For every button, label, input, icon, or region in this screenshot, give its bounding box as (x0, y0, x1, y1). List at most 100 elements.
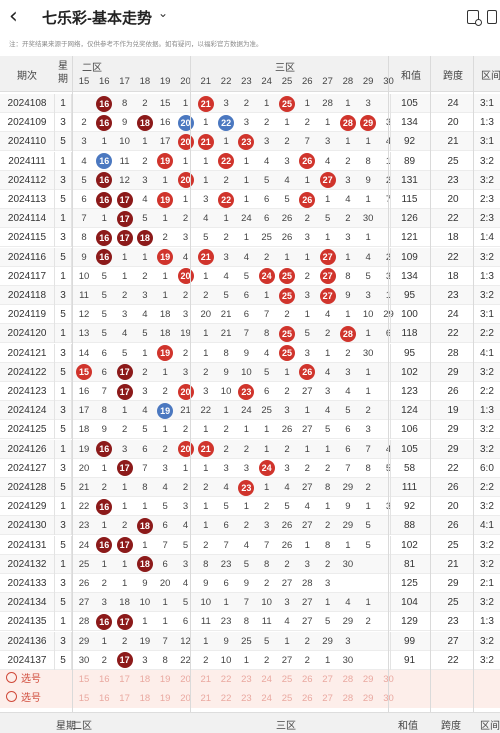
table-row[interactable]: 2024108 1 16 8 2 15 1 21 3 2 1 25 1 28 1 3 105 24 3:1 (0, 94, 500, 113)
select-number-24[interactable]: 24 (261, 674, 272, 685)
table-row[interactable]: 2024122 5 15 6 17 2 1 3 2 9 10 5 1 26 4 3 1 102 29 3:2 (0, 362, 500, 382)
table-row[interactable]: 2024123 1 16 7 17 3 2 20 3 10 23 6 2 27 3 4 1 123 26 2:2 (0, 382, 500, 401)
select-number-22[interactable]: 22 (220, 674, 232, 685)
miss-cell: 2 (365, 405, 371, 417)
ball-21: 21 (197, 441, 214, 458)
disclaimer-notice: 注：开奖结果来源于网络，仅供参考不作为兑奖依据。如有疑问，以福彩官方数据为准。 (9, 41, 263, 48)
select-number-21[interactable]: 21 (200, 693, 212, 704)
table-row[interactable]: 2024116591611194213421127142109223:2 (0, 247, 500, 267)
select-number-26[interactable]: 26 (302, 693, 313, 704)
back-arrow-icon[interactable]: ‹ (9, 4, 18, 29)
miss-cell: 6 (101, 366, 107, 378)
table-row[interactable]: 2024111141611219112214326428189253:2 (0, 151, 500, 171)
select-number-21[interactable]: 21 (200, 674, 212, 685)
miss-cell: 30 (342, 654, 354, 666)
table-row[interactable]: 2024129122161153151254191392203:2 (0, 497, 500, 517)
sum-cell: 123 (390, 382, 428, 401)
table-row[interactable]: 2024132 1 25 1 1 18 6 3 8 23 5 8 2 3 2 30 81 21 3:2 (0, 554, 500, 574)
table-row[interactable]: 20241273201177311332432278558226:0 (0, 458, 500, 478)
select-number-20[interactable]: 20 (180, 674, 191, 685)
table-row[interactable]: 20241135616174191322165261417115202:3 (0, 190, 500, 209)
ratio-cell: 3:2 (480, 501, 494, 513)
select-number-16[interactable]: 16 (99, 693, 110, 704)
week-cell: 1 (54, 266, 72, 286)
table-row[interactable]: 20241171105121201452425227853134181:3 (0, 266, 500, 286)
table-row[interactable]: 2024124 3 17 8 1 4 19 21 22 1 24 25 3 1 4 5 2 124 19 1:3 (0, 401, 500, 421)
ball-27: 27 (319, 287, 336, 304)
select-number-15[interactable]: 15 (78, 693, 90, 704)
span-cell: 25 (447, 155, 459, 167)
ball-17: 17 (116, 210, 133, 227)
page-title[interactable]: 七乐彩-基本走势 (42, 10, 152, 27)
select-number-label[interactable]: 选号 (6, 689, 41, 708)
miss-cell: 3 (182, 366, 189, 378)
span-cell: 20 (447, 117, 459, 129)
table-row[interactable]: 2024130 3 23 1 2 18 6 4 1 6 2 3 26 27 2 29 5 88 26 4:1 (0, 516, 500, 536)
chevron-down-icon[interactable]: ⌄ (158, 6, 169, 20)
select-number-23[interactable]: 23 (241, 674, 252, 685)
select-number-16[interactable]: 16 (99, 674, 110, 685)
table-row[interactable]: 2024112351612312012154127392131233:2 (0, 170, 500, 190)
ball-20: 20 (177, 441, 194, 458)
table-row[interactable]: 202412011354518191217825522816118222:2 (0, 324, 500, 344)
select-number-23[interactable]: 23 (241, 693, 252, 704)
select-number-25[interactable]: 25 (281, 693, 293, 704)
select-number-19[interactable]: 19 (159, 674, 171, 685)
table-row[interactable]: 2024137 5 30 2 17 3 8 22 2 10 1 2 27 2 1 30 91 22 3:2 (0, 650, 500, 670)
select-number-18[interactable]: 18 (139, 693, 151, 704)
miss-cell: 1 (243, 194, 250, 205)
table-row[interactable]: 2024136 3 29 1 2 19 7 12 1 9 25 5 1 2 29 3 99 27 3:2 (0, 631, 500, 651)
miss-cell: 5 (142, 328, 148, 340)
select-row[interactable]: 选号15161718192021222324252627282930 (0, 689, 500, 708)
select-number-29[interactable]: 29 (362, 693, 374, 704)
select-number-17[interactable]: 17 (119, 674, 130, 685)
select-number-27[interactable]: 27 (322, 693, 333, 704)
table-row[interactable]: 20241183115231225612532793195233:2 (0, 286, 500, 305)
sum-cell: 129 (390, 612, 428, 632)
select-number-19[interactable]: 19 (159, 693, 171, 704)
miss-cell: 4 (81, 155, 87, 167)
week-cell: 5 (54, 478, 72, 497)
table-row[interactable]: 2024109321691816201223212128293134201:3 (0, 113, 500, 133)
select-number-29[interactable]: 29 (362, 674, 374, 685)
miss-cell: 2 (142, 366, 148, 378)
sum-cell: 95 (390, 343, 428, 363)
miss-cell: 1 (243, 174, 250, 186)
ratio-cell: 3:2 (480, 174, 494, 186)
select-number-17[interactable]: 17 (119, 693, 130, 704)
miss-cell: 1 (324, 194, 331, 205)
miss-cell: 1 (223, 597, 229, 609)
select-number-28[interactable]: 28 (342, 693, 354, 704)
table-row[interactable]: 2024128 5 21 2 1 8 4 2 2 4 23 1 4 27 8 29 2 111 26 2:2 (0, 478, 500, 497)
select-number-15[interactable]: 15 (78, 674, 90, 685)
select-number-22[interactable]: 22 (220, 693, 232, 704)
miss-cell: 26 (281, 232, 293, 244)
select-row[interactable]: 选号15161718192021222324252627282930 (0, 670, 500, 689)
ball-17: 17 (116, 229, 133, 246)
select-number-25[interactable]: 25 (281, 674, 293, 685)
table-row[interactable]: 2024110531101172021123327311492213:1 (0, 132, 500, 152)
menu-icon[interactable] (487, 10, 497, 24)
miss-cell: 1 (101, 462, 107, 474)
select-number-27[interactable]: 27 (322, 674, 333, 685)
table-row[interactable]: 202411951253418320216721411029100243:1 (0, 305, 500, 325)
table-row[interactable]: 2024126119163622021221211674105293:2 (0, 439, 500, 459)
miss-cell: 1 (203, 635, 209, 647)
select-number-26[interactable]: 26 (302, 674, 313, 685)
select-number-label[interactable]: 选号 (6, 670, 41, 689)
table-row[interactable]: 2024115 3 8 16 17 18 2 3 5 2 1 25 26 3 1 3 1 121 18 1:4 (0, 228, 500, 248)
table-row[interactable]: 2024114 1 7 1 17 5 1 2 4 1 24 6 26 2 5 2 30 126 22 2:3 (0, 209, 500, 229)
share-icon[interactable] (467, 10, 482, 26)
ball-27: 27 (319, 249, 336, 266)
select-number-18[interactable]: 18 (139, 674, 151, 685)
select-number-20[interactable]: 20 (180, 693, 191, 704)
span-cell: 29 (447, 424, 459, 436)
table-row[interactable]: 2024133 3 26 2 1 9 20 4 9 6 9 2 27 28 3 125 29 2:1 (0, 574, 500, 593)
select-number-24[interactable]: 24 (261, 693, 272, 704)
select-number-28[interactable]: 28 (342, 674, 354, 685)
table-row[interactable]: 2024121 3 14 6 5 1 19 2 1 8 9 4 25 3 1 2 30 95 28 4:1 (0, 343, 500, 363)
table-row[interactable]: 2024135 1 28 16 17 1 1 6 11 23 8 11 4 27 5 29 2 129 23 1:3 (0, 612, 500, 632)
table-row[interactable]: 2024131 5 24 16 17 1 7 5 2 7 4 7 26 1 8 1 5 102 25 3:2 (0, 535, 500, 555)
table-row[interactable]: 2024125 5 18 9 2 5 1 2 1 2 1 1 26 27 5 6 3 106 29 3:2 (0, 420, 500, 440)
table-row[interactable]: 2024134 5 27 3 18 10 1 5 10 1 7 10 3 27 1 4 1 104 25 3:2 (0, 593, 500, 613)
